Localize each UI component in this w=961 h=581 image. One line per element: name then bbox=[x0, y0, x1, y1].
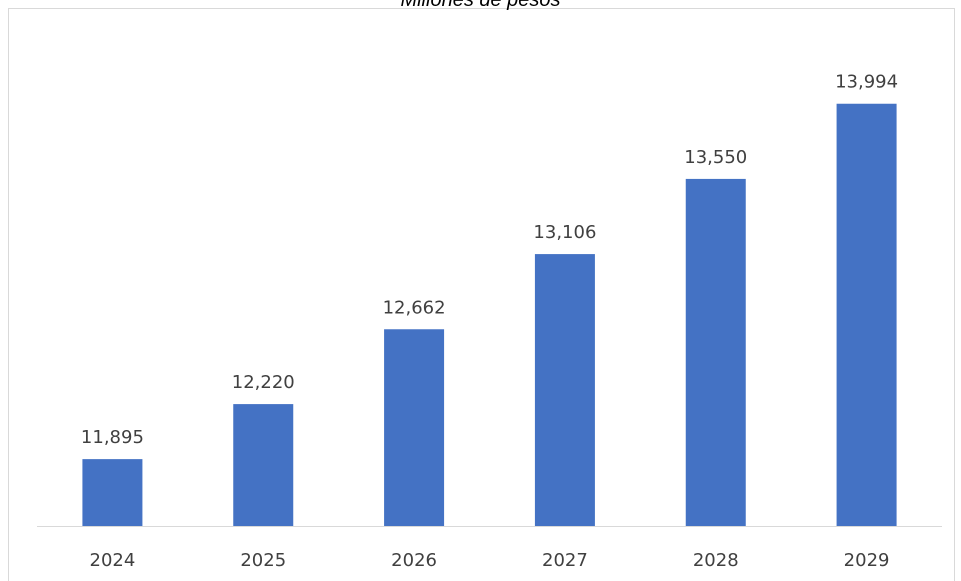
data-label-2029: 13,994 bbox=[835, 72, 898, 93]
bar-2026 bbox=[384, 329, 445, 526]
x-tick-label-2028: 2028 bbox=[693, 550, 739, 571]
data-label-2024: 11,895 bbox=[81, 427, 144, 448]
chart-area bbox=[8, 8, 955, 581]
x-axis-tick-labels: 2024 2025 2026 2027 2028 2029 bbox=[90, 550, 890, 571]
chart-subtitle: Millones de pesos bbox=[400, 0, 561, 11]
bar-2028 bbox=[685, 178, 746, 526]
bar-2027 bbox=[534, 254, 595, 526]
data-label-2025: 12,220 bbox=[232, 372, 295, 393]
x-tick-label-2027: 2027 bbox=[542, 550, 588, 571]
x-tick-label-2029: 2029 bbox=[844, 550, 890, 571]
bar-2029 bbox=[836, 103, 897, 527]
bar-2024 bbox=[82, 459, 143, 526]
x-tick-label-2026: 2026 bbox=[391, 550, 437, 571]
data-label-2027: 13,106 bbox=[533, 222, 596, 243]
data-labels: 11,895 12,220 12,662 13,106 13,550 13,994 bbox=[81, 72, 898, 448]
bar-series bbox=[82, 103, 897, 527]
data-label-2028: 13,550 bbox=[684, 147, 747, 168]
x-tick-label-2025: 2025 bbox=[240, 550, 286, 571]
bar-2025 bbox=[233, 404, 294, 526]
data-label-2026: 12,662 bbox=[383, 297, 446, 318]
x-tick-label-2024: 2024 bbox=[90, 550, 136, 571]
